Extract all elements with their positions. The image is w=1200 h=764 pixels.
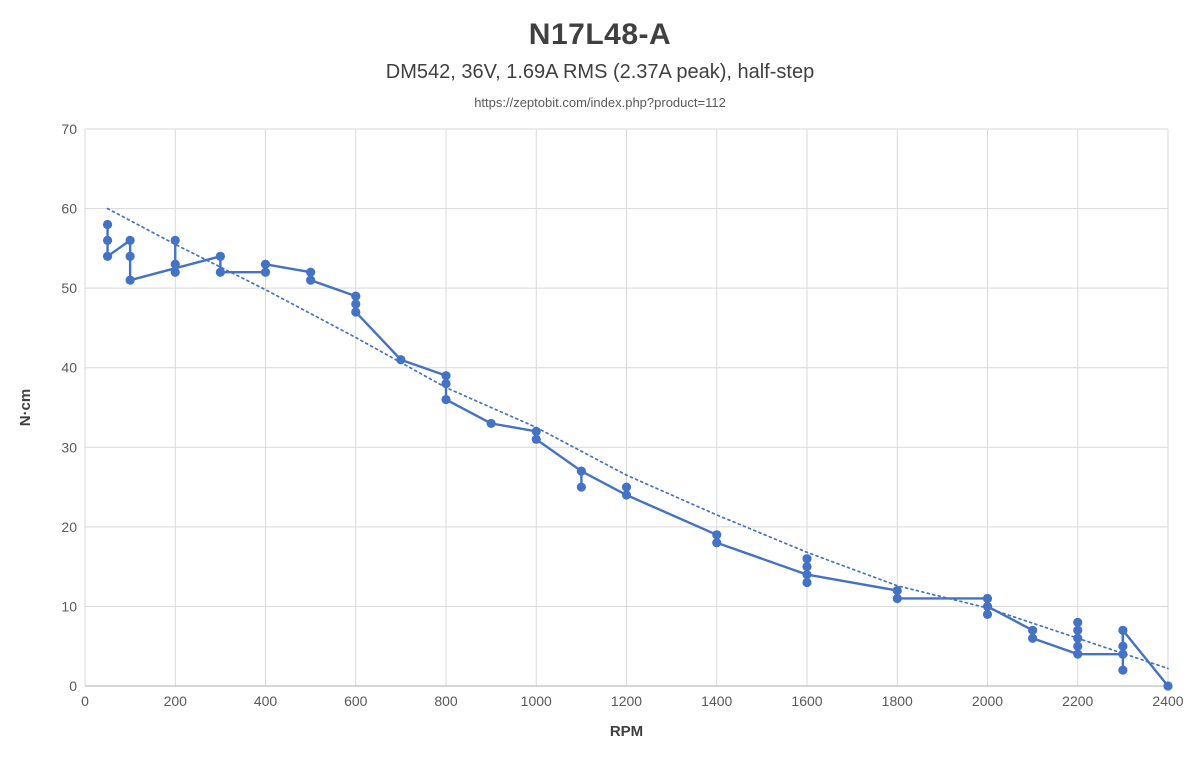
data-point bbox=[351, 299, 361, 309]
x-tick-label: 200 bbox=[164, 693, 188, 709]
data-point bbox=[1073, 633, 1083, 643]
data-point bbox=[102, 219, 113, 230]
data-point bbox=[441, 379, 451, 389]
y-tick-label: 0 bbox=[69, 678, 77, 694]
data-point bbox=[306, 275, 316, 285]
data-point bbox=[102, 235, 113, 245]
data-point bbox=[576, 482, 586, 492]
y-tick-label: 20 bbox=[61, 519, 77, 535]
data-point bbox=[351, 307, 361, 317]
chart-title: N17L48-A bbox=[528, 18, 672, 51]
data-point bbox=[712, 530, 722, 540]
x-tick-label: 1200 bbox=[611, 693, 642, 709]
data-point bbox=[802, 570, 812, 580]
data-point bbox=[1073, 641, 1083, 651]
x-tick-label: 1400 bbox=[701, 693, 732, 709]
data-point bbox=[1118, 641, 1128, 651]
data-point bbox=[396, 355, 406, 365]
data-point bbox=[892, 593, 902, 604]
chart-source-url: https://zeptobit.com/index.php?product=1… bbox=[474, 95, 726, 110]
x-tick-label: 2000 bbox=[972, 693, 1003, 709]
data-point bbox=[802, 562, 812, 572]
x-tick-label: 600 bbox=[344, 693, 368, 709]
data-point bbox=[486, 418, 496, 429]
trendline-dotted bbox=[106, 207, 1169, 670]
data-point bbox=[170, 235, 180, 245]
y-tick-label: 10 bbox=[61, 598, 77, 614]
data-point bbox=[1073, 649, 1083, 659]
data-point bbox=[1118, 649, 1128, 659]
y-tick-label: 40 bbox=[61, 360, 77, 376]
data-point bbox=[576, 466, 586, 476]
data-point bbox=[306, 267, 316, 277]
x-axis-title: RPM bbox=[610, 723, 643, 740]
data-point bbox=[1163, 681, 1173, 691]
data-point bbox=[621, 490, 632, 500]
data-point bbox=[802, 577, 812, 588]
data-point bbox=[441, 371, 451, 381]
y-tick-label: 50 bbox=[61, 280, 77, 296]
data-point bbox=[1073, 625, 1083, 635]
data-point bbox=[802, 554, 812, 564]
data-point bbox=[712, 538, 722, 548]
data-point bbox=[102, 251, 113, 261]
data-point bbox=[531, 434, 541, 444]
x-tick-label: 2200 bbox=[1062, 693, 1093, 709]
data-point bbox=[621, 482, 632, 492]
data-point bbox=[125, 251, 135, 261]
data-point bbox=[1073, 617, 1083, 627]
x-tick-label: 800 bbox=[434, 693, 458, 709]
x-tick-label: 400 bbox=[254, 693, 278, 709]
x-tick-label: 1600 bbox=[791, 693, 822, 709]
x-tick-label: 0 bbox=[81, 693, 89, 709]
data-point bbox=[531, 426, 541, 436]
data-point bbox=[1028, 633, 1038, 643]
y-axis-title: N·cm bbox=[17, 389, 34, 427]
chart-subtitle: DM542, 36V, 1.69A RMS (2.37A peak), half… bbox=[385, 61, 815, 83]
data-point bbox=[215, 251, 225, 261]
data-point bbox=[125, 275, 135, 285]
x-tick-label: 1800 bbox=[882, 693, 913, 709]
data-point bbox=[892, 585, 902, 596]
data-point bbox=[982, 609, 993, 619]
data-point bbox=[260, 259, 271, 269]
x-tick-label: 2400 bbox=[1152, 693, 1183, 709]
data-point bbox=[1118, 625, 1128, 635]
data-point bbox=[982, 601, 993, 612]
data-point bbox=[260, 267, 271, 277]
y-tick-label: 30 bbox=[61, 439, 77, 455]
data-point bbox=[982, 593, 993, 604]
data-point bbox=[215, 267, 225, 277]
data-point bbox=[125, 235, 135, 245]
y-tick-label: 70 bbox=[61, 121, 77, 137]
data-point bbox=[170, 259, 180, 269]
data-point bbox=[441, 394, 451, 405]
data-point bbox=[1028, 625, 1038, 635]
data-point bbox=[1118, 665, 1128, 675]
x-tick-label: 1000 bbox=[521, 693, 552, 709]
data-point bbox=[170, 267, 180, 277]
series-line bbox=[106, 224, 1169, 687]
y-tick-label: 60 bbox=[61, 201, 77, 217]
data-point bbox=[351, 291, 361, 301]
